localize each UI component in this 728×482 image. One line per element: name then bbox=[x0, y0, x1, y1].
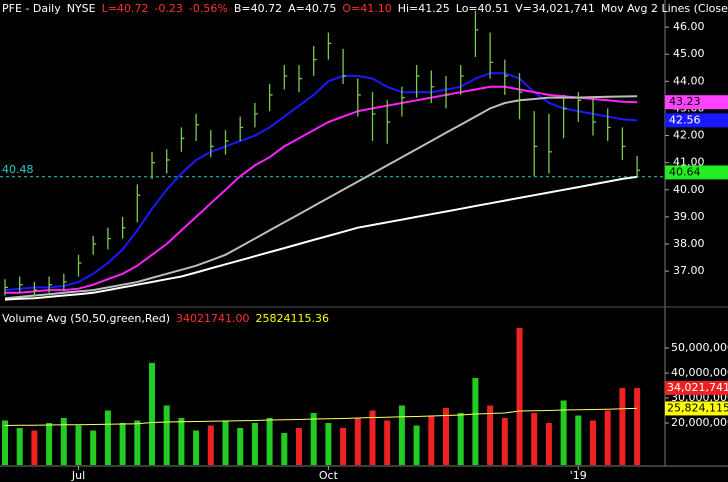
price-tag bbox=[665, 165, 728, 180]
volume-bar bbox=[619, 388, 626, 465]
price-tag-label: 40.64 bbox=[669, 165, 701, 178]
y-tick-label: 50,000,000 bbox=[671, 341, 728, 354]
volume-bar bbox=[398, 405, 405, 465]
volume-bar bbox=[310, 413, 317, 465]
header-item: -0.56% bbox=[188, 2, 228, 15]
header-item: Lo=40.51 bbox=[455, 2, 510, 15]
header-item: L=40.72 bbox=[101, 2, 149, 15]
volume-bar bbox=[501, 418, 508, 465]
y-tick-label: 44.00 bbox=[673, 74, 705, 87]
y-tick-label: 37.00 bbox=[673, 264, 705, 277]
volume-bar bbox=[207, 425, 214, 465]
price-header: PFE - Daily NYSE L=40.72 -0.23 -0.56% B=40.72… bbox=[2, 2, 728, 15]
header-item: NYSE bbox=[66, 2, 96, 15]
price-tag bbox=[665, 95, 728, 110]
volume-bar bbox=[16, 428, 23, 465]
volume-bar bbox=[457, 413, 464, 465]
volume-bar bbox=[134, 420, 141, 465]
volume-bar bbox=[634, 387, 641, 465]
volume-bar bbox=[369, 410, 376, 465]
reference-label: 40.48 bbox=[2, 163, 34, 176]
volume-bar bbox=[443, 408, 449, 465]
x-tick-label: Oct bbox=[319, 469, 339, 482]
volume-tag bbox=[665, 380, 728, 395]
y-tick-label: 39.00 bbox=[673, 210, 705, 223]
volume-bar bbox=[472, 378, 479, 465]
volume-bar bbox=[340, 428, 347, 465]
volume-bar bbox=[428, 415, 435, 465]
volume-bar bbox=[325, 423, 332, 465]
y-tick-label: 38.00 bbox=[673, 237, 705, 250]
price-tag-label: 42.56 bbox=[669, 113, 701, 126]
volume-bar bbox=[90, 430, 97, 465]
volume-bar bbox=[487, 405, 494, 465]
header-item: 34021741.00 bbox=[176, 312, 250, 325]
header-item: O=41.10 bbox=[342, 2, 392, 15]
moving-average-line bbox=[4, 72, 638, 292]
x-tick-label: Jul bbox=[71, 469, 85, 482]
volume-average-line bbox=[4, 407, 638, 426]
volume-bar bbox=[60, 418, 67, 465]
volume-bar bbox=[531, 413, 538, 465]
x-tick-label: '19 bbox=[570, 469, 587, 482]
y-tick-label: 41.00 bbox=[673, 156, 705, 169]
volume-bar bbox=[590, 420, 596, 465]
header-item: A=40.75 bbox=[288, 2, 337, 15]
y-tick-label: 42.00 bbox=[673, 129, 705, 142]
volume-bar bbox=[560, 400, 567, 465]
volume-bar bbox=[75, 425, 82, 465]
price-tag-label: 43.23 bbox=[669, 95, 701, 108]
moving-average-line bbox=[4, 175, 638, 301]
volume-bar bbox=[575, 415, 582, 465]
volume-tag bbox=[665, 401, 728, 416]
y-tick-label: 45.00 bbox=[673, 47, 705, 60]
volume-tag-label: 25,824,115 bbox=[667, 401, 728, 414]
header-item: PFE - Daily bbox=[2, 2, 61, 15]
volume-bar bbox=[2, 420, 8, 465]
volume-tag-label: 34,021,741 bbox=[667, 381, 728, 394]
volume-bar bbox=[545, 423, 552, 465]
y-tick-label: 40,000,000 bbox=[671, 366, 728, 379]
volume-bar bbox=[413, 425, 420, 465]
y-tick-label: 46.00 bbox=[673, 20, 705, 33]
volume-bar bbox=[604, 410, 611, 465]
price-tag bbox=[665, 113, 728, 128]
volume-bar bbox=[193, 430, 200, 465]
header-item: -0.23 bbox=[154, 2, 183, 15]
volume-bar bbox=[46, 423, 53, 465]
y-tick-label: 20,000,000 bbox=[671, 416, 728, 429]
header-item: Volume Avg (50,50,green,Red) bbox=[2, 312, 171, 325]
volume-bar bbox=[222, 420, 229, 465]
y-tick-label: 40.00 bbox=[673, 183, 705, 196]
header-item: 25824115.36 bbox=[255, 312, 329, 325]
volume-bar bbox=[237, 428, 244, 465]
volume-bar bbox=[251, 423, 258, 465]
volume-bar bbox=[516, 328, 523, 465]
volume-bar bbox=[31, 430, 38, 465]
volume-bar bbox=[119, 423, 126, 465]
volume-bar bbox=[104, 410, 111, 465]
moving-average-line bbox=[5, 85, 638, 294]
moving-average-line bbox=[4, 95, 638, 300]
volume-header: Volume Avg (50,50,green,Red) 34021741.00 2… bbox=[2, 312, 335, 325]
volume-bar bbox=[281, 433, 288, 465]
header-item: V=34,021,741 bbox=[515, 2, 595, 15]
volume-bar bbox=[266, 418, 273, 465]
volume-bar bbox=[354, 418, 361, 465]
header-item: Mov Avg 2 Lines (Close,20 bbox=[600, 2, 728, 15]
header-item: Hi=41.25 bbox=[397, 2, 450, 15]
volume-bar bbox=[384, 420, 391, 465]
volume-bar bbox=[163, 405, 170, 465]
volume-bar bbox=[178, 418, 185, 465]
header-item: B=40.72 bbox=[233, 2, 283, 15]
volume-bar bbox=[296, 428, 302, 465]
volume-bar bbox=[149, 363, 155, 465]
